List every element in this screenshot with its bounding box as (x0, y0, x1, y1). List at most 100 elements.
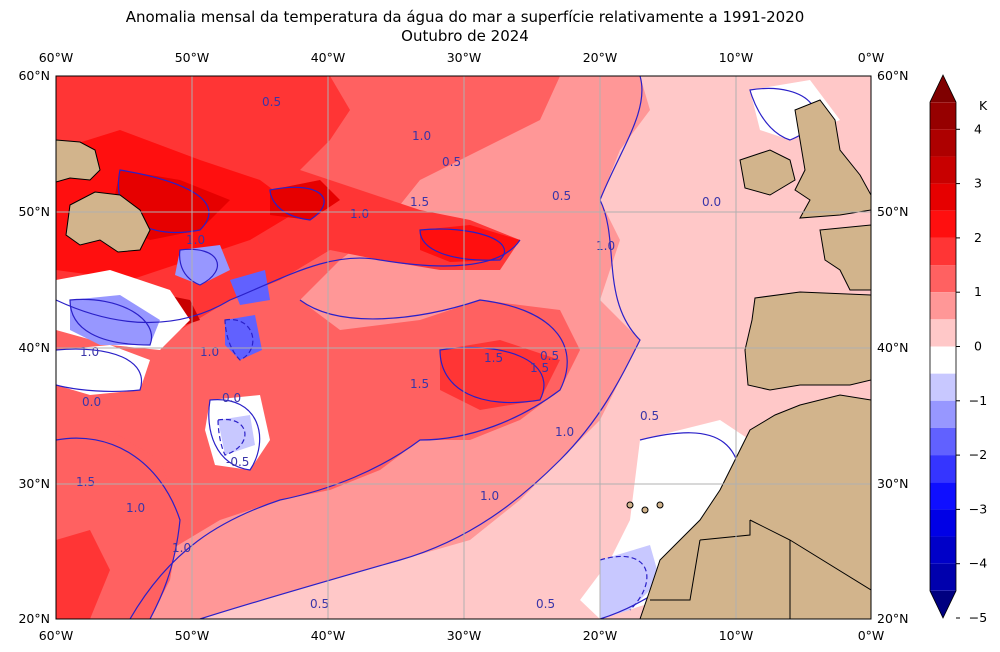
contour-label: 1.5 (76, 475, 95, 489)
contour-label: 0.5 (310, 597, 329, 611)
lat-label: 40°N (18, 340, 50, 355)
anomaly-region-neg05 (218, 415, 255, 455)
colorbar-segment (930, 183, 956, 211)
contour-label: 1.0 (350, 207, 369, 221)
colorbar-segment (930, 400, 956, 428)
lon-label: 0°W (858, 628, 885, 643)
colorbar-segment (930, 102, 956, 130)
land-north-america (56, 139, 101, 183)
colorbar-segment (930, 129, 956, 157)
lon-label: 20°W (583, 628, 618, 643)
contour-label: 1.5 (530, 361, 549, 375)
land-africa (639, 394, 871, 619)
anomaly-region-neg15 (225, 315, 262, 360)
colorbar-segment (930, 265, 956, 293)
anomaly-region-20b (420, 225, 520, 262)
colorbar-tick-label: 0 (974, 339, 982, 354)
colorbar-segment (930, 536, 956, 564)
colorbar-segment (930, 455, 956, 483)
lat-label: 60°N (877, 68, 909, 83)
lat-label: 60°N (18, 68, 50, 83)
chart-title: Anomalia mensal da temperatura da água d… (125, 8, 805, 26)
colorbar-segment (930, 427, 956, 456)
lon-label: 60°W (39, 628, 74, 643)
lon-label: 30°W (447, 50, 482, 65)
colorbar-tick-label: −1 (969, 393, 987, 408)
contour-label: 1.0 (126, 501, 145, 515)
contour-label: 0.5 (552, 189, 571, 203)
chart-subtitle: Outubro de 2024 (401, 27, 529, 45)
country-borders (650, 519, 871, 619)
contour-label: 1.0 (596, 239, 615, 253)
lat-labels-right: 60°N 50°N 40°N 30°N 20°N (877, 68, 909, 626)
contour-label: -0.5 (226, 455, 249, 469)
colorbar-segment (930, 346, 956, 374)
contour-lines-negative (217, 319, 648, 611)
lat-label: 20°N (877, 611, 909, 626)
lon-label: 40°W (311, 628, 346, 643)
colorbar (929, 74, 957, 619)
colorbar-tick-label: −5 (969, 610, 987, 625)
colorbar-tick-label: −3 (969, 501, 987, 516)
colorbar-segment (930, 563, 956, 591)
contour-label: 1.5 (484, 351, 503, 365)
land-newfoundland (65, 191, 151, 253)
anomaly-region-neg05b (600, 545, 660, 619)
colorbar-segment (930, 156, 956, 184)
map-panel: 0.5 1.0 0.5 0.5 1.0 1.0 1.0 1.5 1.0 1.0 … (56, 76, 871, 619)
canary-islands (626, 501, 664, 514)
land-france (819, 224, 871, 291)
colorbar-tick-label: 2 (974, 230, 982, 245)
lon-labels-top: 60°W 50°W 40°W 30°W 20°W 10°W 0°W (39, 50, 885, 65)
colorbar-extend-min (930, 590, 956, 618)
lat-label: 50°N (18, 204, 50, 219)
colorbar-tick-label: 3 (974, 176, 982, 191)
map-frame (55, 75, 872, 620)
contour-label: 0.0 (222, 391, 241, 405)
colorbar-unit: K (979, 98, 988, 113)
lat-label: 30°N (877, 476, 909, 491)
anomaly-region-15c (56, 530, 110, 619)
contour-label: 0.5 (442, 155, 461, 169)
lon-label: 0°W (858, 50, 885, 65)
lon-labels-bottom: 60°W 50°W 40°W 30°W 20°W 10°W 0°W (39, 628, 885, 643)
land-masses (56, 99, 871, 619)
colorbar-outline (929, 74, 957, 619)
land-ireland (739, 149, 796, 196)
contour-label: 0.0 (82, 395, 101, 409)
lon-label: 50°W (175, 50, 210, 65)
anomaly-region-neg10b (175, 245, 230, 285)
colorbar-segment (930, 373, 956, 401)
lon-label: 30°W (447, 628, 482, 643)
anomaly-region-15b (440, 340, 560, 410)
colorbar-segment (930, 237, 956, 266)
lon-label: 20°W (583, 50, 618, 65)
anomaly-region-25b (270, 180, 340, 220)
contour-label: 0.5 (536, 597, 555, 611)
contour-label: 0.5 (262, 95, 281, 109)
contour-label: 1.0 (412, 129, 431, 143)
colorbar-segment (930, 210, 956, 238)
lon-label: 60°W (39, 50, 74, 65)
colorbar-segment (930, 482, 956, 510)
lat-label: 50°N (877, 204, 909, 219)
anomaly-region-neg00 (56, 345, 150, 395)
colorbar-extend-max (930, 75, 956, 103)
contour-label: 0.5 (540, 349, 559, 363)
lon-label: 50°W (175, 628, 210, 643)
contour-label: 1.0 (80, 345, 99, 359)
colorbar-tick-label: 4 (974, 121, 982, 136)
contour-label: 0.5 (640, 409, 659, 423)
lon-label: 10°W (719, 50, 754, 65)
contour-label: 1.5 (410, 377, 429, 391)
colorbar-segment (930, 292, 956, 320)
colorbar-segment (930, 319, 956, 347)
lat-labels-left: 60°N 50°N 40°N 30°N 20°N (18, 68, 50, 626)
contour-label: 1.0 (186, 233, 205, 247)
lon-label: 10°W (719, 628, 754, 643)
colorbar-ticks: 4 3 2 1 0 −1 −2 −3 −4 −5 (956, 121, 987, 625)
lat-label: 40°N (877, 340, 909, 355)
land-iberia (744, 291, 871, 391)
colorbar-tick-label: −2 (969, 447, 987, 462)
colorbar-segment (930, 509, 956, 537)
